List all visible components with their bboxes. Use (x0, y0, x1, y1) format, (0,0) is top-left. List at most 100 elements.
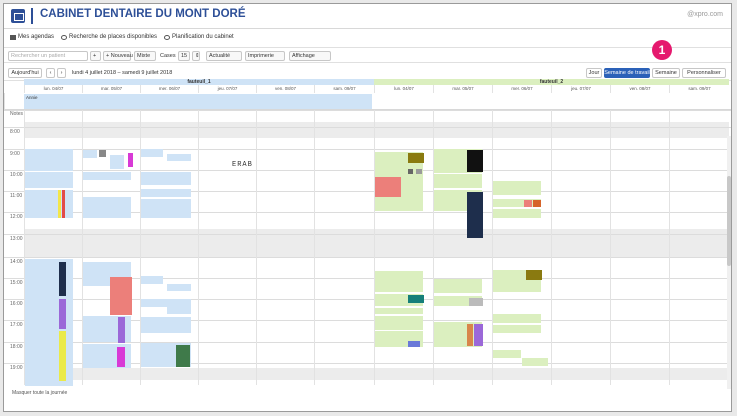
hour-row: 8:00 (4, 127, 731, 135)
lunch-band (24, 229, 729, 257)
appointment[interactable] (434, 174, 482, 188)
nav-plan[interactable]: Planification du cabinet (164, 34, 234, 40)
day-header[interactable]: sam. 09/07 (314, 85, 374, 93)
closed-band (24, 122, 729, 138)
day-header[interactable]: jeu. 07/07 (198, 85, 256, 93)
scroll-thumb[interactable] (727, 176, 731, 266)
appointment[interactable] (522, 358, 548, 366)
hour-row: 11:00 (4, 191, 731, 199)
appointment[interactable] (141, 317, 191, 333)
appointment[interactable] (493, 314, 541, 323)
user-email[interactable]: @xpro.com (687, 11, 723, 18)
appointment[interactable] (141, 172, 191, 185)
appointment[interactable] (25, 190, 73, 218)
appointment[interactable] (25, 149, 73, 171)
hour-row: 18:00 (4, 342, 731, 350)
appointment[interactable] (375, 308, 423, 314)
column-line (433, 110, 434, 385)
color-marker (128, 153, 133, 167)
appointment[interactable] (83, 150, 97, 158)
boxes-stepper[interactable]: ⇕ (192, 51, 200, 61)
color-marker (58, 190, 61, 218)
reasons-button[interactable]: Imprimerie (245, 51, 285, 61)
calendar-icon[interactable] (11, 9, 25, 23)
day-header[interactable]: ven. 08/07 (256, 85, 314, 93)
day-header[interactable]: lun. 04/07 (24, 85, 82, 93)
color-marker (408, 295, 424, 303)
next-button[interactable]: › (57, 68, 66, 78)
column-line (669, 110, 670, 385)
day-header[interactable]: jeu. 07/07 (551, 85, 610, 93)
appointment[interactable] (167, 284, 191, 291)
hour-row: 16:00 (4, 299, 731, 307)
appointment[interactable] (141, 199, 191, 218)
header-separator (31, 8, 33, 24)
appointment[interactable] (375, 316, 423, 330)
appointment[interactable] (141, 276, 163, 284)
appointment[interactable] (493, 350, 521, 358)
color-marker (408, 153, 424, 163)
hour-row: 13:00 (4, 234, 731, 242)
day-header[interactable]: mar. 05/07 (433, 85, 492, 93)
chair-header-2: fauteuil_2 (374, 79, 729, 85)
appointment[interactable] (375, 199, 423, 211)
nav-agendas[interactable]: Mes agendas (10, 34, 54, 40)
appointment[interactable] (25, 172, 73, 188)
appointment[interactable] (141, 299, 191, 307)
appointment[interactable] (375, 271, 423, 292)
appointment[interactable] (110, 155, 124, 169)
appointment[interactable] (141, 189, 191, 197)
color-marker (408, 169, 413, 174)
column-line (24, 110, 25, 385)
nav-search-slots-label: Recherche de places disponibles (69, 34, 158, 40)
boxes-value[interactable]: 15 (178, 51, 190, 61)
day-header[interactable]: mer. 06/07 (492, 85, 551, 93)
view-custom[interactable]: Personnaliser (682, 68, 726, 78)
day-header[interactable]: sam. 09/07 (669, 85, 729, 93)
view-week[interactable]: Semaine (652, 68, 680, 78)
actuality-button[interactable]: Actualité (206, 51, 242, 61)
appointment[interactable] (83, 172, 131, 180)
view-workweek[interactable]: Semaine de travail (604, 68, 650, 78)
prev-button[interactable]: ‹ (46, 68, 55, 78)
color-marker (474, 324, 483, 346)
column-line (492, 110, 493, 385)
app-window: CABINET DENTAIRE DU MONT DORÉ @xpro.com … (3, 3, 732, 412)
appointment[interactable] (493, 325, 541, 333)
add-dropdown-button[interactable]: + (90, 51, 101, 61)
patient-search-input[interactable]: Rechercher un patient (8, 51, 88, 61)
appointment[interactable] (434, 296, 482, 306)
hour-row: 14:00 (4, 257, 731, 265)
display-button[interactable]: Affichage (289, 51, 331, 61)
search-icon (61, 34, 67, 40)
nav-search-slots[interactable]: Recherche de places disponibles (61, 34, 157, 40)
appointment[interactable] (493, 282, 541, 292)
appointment[interactable] (167, 307, 191, 314)
freehand-note: ERAB (232, 161, 253, 169)
day-header[interactable]: mer. 06/07 (140, 85, 198, 93)
day-header[interactable]: ven. 08/07 (610, 85, 669, 93)
today-button[interactable]: Aujourd'hui (8, 68, 42, 78)
view-day[interactable]: Jour (586, 68, 602, 78)
appointment[interactable] (83, 197, 131, 218)
new-button[interactable]: + Nouveau (103, 51, 133, 61)
column-line (140, 110, 141, 385)
column-line (374, 110, 375, 385)
toggle-day-link[interactable]: Masquer toute la journée (12, 390, 68, 396)
chair-header-1: fauteuil_1 (24, 79, 374, 85)
appointment[interactable] (434, 279, 482, 293)
appointment[interactable] (493, 199, 541, 207)
scrollbar[interactable] (727, 136, 731, 389)
day-header[interactable]: lun. 04/07 (374, 85, 433, 93)
column-line (314, 110, 315, 385)
stats-button[interactable]: Mixte (134, 51, 156, 61)
appointment[interactable] (493, 209, 541, 218)
appointment[interactable] (141, 149, 163, 157)
grid-icon (10, 34, 16, 40)
day-header[interactable]: mar. 05/07 (82, 85, 140, 93)
allday-row[interactable] (4, 93, 731, 110)
allday-event[interactable]: Annie (24, 94, 372, 109)
column-line (256, 110, 257, 385)
appointment[interactable] (493, 181, 541, 195)
appointment[interactable] (167, 154, 191, 161)
